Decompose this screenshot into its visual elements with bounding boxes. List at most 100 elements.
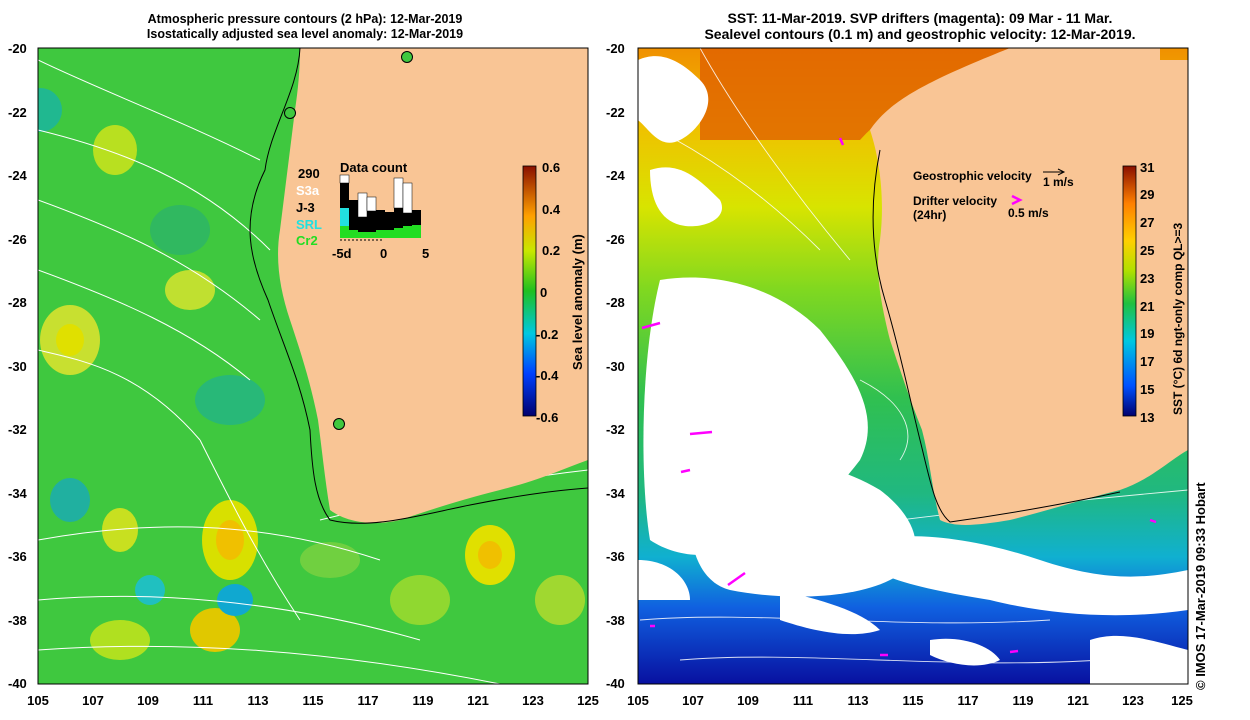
svg-text:0: 0 [540, 285, 547, 300]
right-title-line1: SST: 11-Mar-2019. SVP drifters (magenta)… [727, 10, 1113, 26]
svg-text:125: 125 [577, 693, 599, 708]
data-count-inset: 290 Data count S3a J-3 SRL Cr2 -5d 0 5 [296, 160, 429, 261]
sla-colorbar: 0.6 0.4 0.2 0 -0.2 -0.4 -0.6 Sea level a… [522, 160, 585, 425]
svg-text:31: 31 [1140, 160, 1154, 175]
svg-text:117: 117 [358, 693, 379, 708]
svg-text:107: 107 [82, 693, 104, 708]
velocity-legend: Geostrophic velocity 1 m/s Drifter veloc… [913, 168, 1074, 222]
svg-text:123: 123 [522, 693, 544, 708]
svg-text:27: 27 [1140, 215, 1154, 230]
sst-colorbar-label: SST (°C) 6d ngt-only comp QL>=3 [1171, 223, 1185, 415]
svg-text:21: 21 [1140, 299, 1154, 314]
svg-text:119: 119 [413, 693, 434, 708]
svg-text:-24: -24 [606, 168, 626, 183]
svg-text:109: 109 [137, 693, 159, 708]
svg-text:-0.2: -0.2 [536, 327, 558, 342]
right-panel-title: SST: 11-Mar-2019. SVP drifters (magenta)… [640, 10, 1200, 42]
svg-text:119: 119 [1013, 693, 1034, 708]
right-title-line2: Sealevel contours (0.1 m) and geostrophi… [704, 26, 1136, 42]
svg-text:117: 117 [958, 693, 979, 708]
drifter-scale: 0.5 m/s [1008, 206, 1049, 220]
svg-text:-20: -20 [8, 41, 27, 56]
svg-text:-38: -38 [606, 613, 625, 628]
svg-text:121: 121 [467, 693, 489, 708]
svg-text:17: 17 [1140, 354, 1154, 369]
drifter-arrow-icon [1011, 194, 1023, 206]
right-x-axis: 105 107 109 111 113 115 117 119 121 123 … [627, 693, 1193, 708]
geostrophic-velocity-label: Geostrophic velocity [913, 169, 1032, 183]
svg-text:0.6: 0.6 [542, 160, 560, 175]
right-y-axis: -20 -22 -24 -26 -28 -30 -32 -34 -36 -38 … [606, 41, 626, 691]
svg-text:-40: -40 [606, 676, 625, 691]
svg-text:111: 111 [793, 693, 813, 708]
svg-text:107: 107 [682, 693, 704, 708]
svg-text:109: 109 [737, 693, 759, 708]
drifter-velocity-label: Drifter velocity [913, 194, 997, 208]
sst-colorbar: 31 29 27 25 23 21 19 17 15 13 SST (°C) 6… [1122, 160, 1185, 425]
left-map[interactable] [18, 48, 588, 684]
right-map[interactable] [638, 48, 1188, 684]
svg-text:0: 0 [380, 246, 387, 261]
svg-text:-30: -30 [8, 359, 27, 374]
sat-label-s3a: S3a [296, 183, 320, 198]
svg-text:-28: -28 [606, 295, 625, 310]
left-x-axis: 105 107 109 111 113 115 117 119 121 123 … [27, 693, 599, 708]
svg-text:113: 113 [248, 693, 269, 708]
sat-label-cr2: Cr2 [296, 233, 318, 248]
svg-text:-5d: -5d [332, 246, 352, 261]
svg-text:-32: -32 [8, 422, 27, 437]
data-count-title: Data count [340, 160, 408, 175]
svg-text:111: 111 [193, 693, 213, 708]
svg-text:-22: -22 [8, 105, 27, 120]
right-map-frame [637, 47, 1189, 685]
svg-text:-36: -36 [8, 549, 27, 564]
svg-text:19: 19 [1140, 326, 1154, 341]
svg-text:-22: -22 [606, 105, 625, 120]
drifter-tracks[interactable] [641, 137, 1157, 657]
data-count-total: 290 [298, 166, 320, 181]
svg-text:-24: -24 [8, 168, 28, 183]
svg-text:105: 105 [27, 693, 49, 708]
svg-text:-26: -26 [606, 232, 625, 247]
svg-text:-30: -30 [606, 359, 625, 374]
left-title-line1: Atmospheric pressure contours (2 hPa): 1… [147, 12, 463, 26]
svg-text:125: 125 [1171, 693, 1193, 708]
svg-text:0.2: 0.2 [542, 243, 560, 258]
svg-text:-36: -36 [606, 549, 625, 564]
svg-text:-0.4: -0.4 [536, 368, 559, 383]
svg-text:-28: -28 [8, 295, 27, 310]
left-panel-title: Atmospheric pressure contours (2 hPa): 1… [140, 12, 470, 42]
svg-text:121: 121 [1067, 693, 1089, 708]
svg-text:123: 123 [1122, 693, 1144, 708]
sla-colorbar-label: Sea level anomaly (m) [570, 234, 585, 370]
svg-text:113: 113 [848, 693, 869, 708]
australia-land [870, 48, 1188, 525]
svg-text:15: 15 [1140, 382, 1154, 397]
drifter-velocity-sub: (24hr) [913, 208, 946, 222]
svg-text:-0.6: -0.6 [536, 410, 558, 425]
svg-text:13: 13 [1140, 410, 1154, 425]
svg-text:25: 25 [1140, 243, 1154, 258]
svg-text:-38: -38 [8, 613, 27, 628]
sat-label-srl: SRL [296, 217, 322, 232]
svg-text:-40: -40 [8, 676, 27, 691]
left-map-frame [37, 47, 589, 685]
sat-label-j3: J-3 [296, 200, 315, 215]
left-title-line2: Isostatically adjusted sea level anomaly… [146, 27, 464, 41]
left-y-axis: -20 -22 -24 -26 -28 -30 -32 -34 -36 -38 … [8, 41, 28, 691]
svg-text:-26: -26 [8, 232, 27, 247]
imos-credit: © IMOS 17-Mar-2019 09:33 Hobart [1193, 482, 1208, 690]
svg-text:115: 115 [303, 693, 324, 708]
svg-text:5: 5 [422, 246, 429, 261]
svg-text:-32: -32 [606, 422, 625, 437]
svg-text:-34: -34 [8, 486, 28, 501]
geostrophic-scale: 1 m/s [1043, 175, 1074, 189]
svg-text:-20: -20 [606, 41, 625, 56]
svg-text:115: 115 [903, 693, 924, 708]
svg-text:0.4: 0.4 [542, 202, 561, 217]
svg-text:105: 105 [627, 693, 649, 708]
svg-text:23: 23 [1140, 271, 1154, 286]
svg-text:-34: -34 [606, 486, 626, 501]
svg-text:29: 29 [1140, 187, 1154, 202]
